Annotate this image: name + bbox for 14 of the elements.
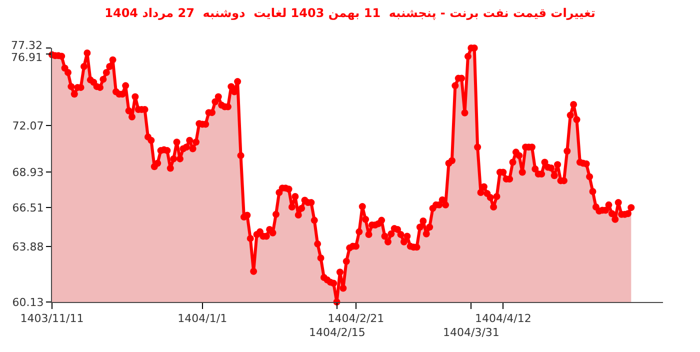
- x-tick-label: 1404/3/31: [443, 326, 500, 339]
- x-tick-label: 1404/4/12: [474, 312, 532, 326]
- y-tick-label: 72.07: [12, 119, 44, 132]
- x-tick-label: 1404/2/15: [309, 326, 366, 339]
- x-tick-label: 1404/2/21: [328, 312, 384, 326]
- y-tick-label: 66.51: [12, 202, 44, 215]
- chart-title: تغییرات قیمت نفت برنت - پنجشنبه 11 بهمن 1403 لغایت دوشنبه 27 مرداد 1404: [104, 6, 596, 20]
- y-tick-label: 76.91: [11, 51, 42, 64]
- y-tick-label: 77.32: [11, 39, 42, 52]
- y-tick-label: 60.13: [12, 296, 44, 309]
- y-tick-label: 63.88: [12, 240, 44, 254]
- y-tick-label: 68.93: [12, 166, 44, 179]
- x-tick-label: 1403/11/11: [20, 312, 84, 326]
- x-tick-label: 1404/1/1: [178, 312, 228, 326]
